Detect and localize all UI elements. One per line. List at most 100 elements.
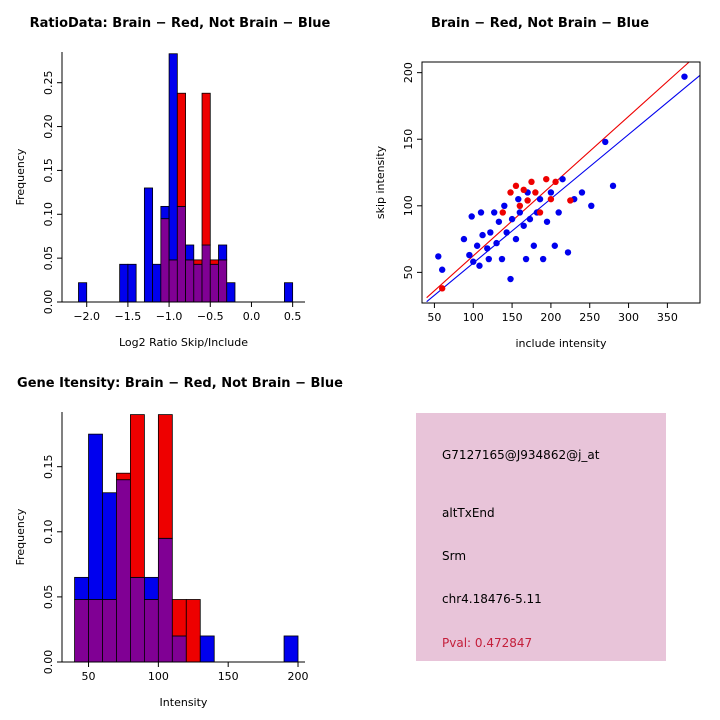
point-not-brain [547, 189, 555, 196]
hist-bar-brain [157, 414, 173, 539]
point-not-brain [564, 249, 572, 256]
point-not-brain [479, 231, 486, 239]
hist-bar-brain [209, 259, 219, 265]
gene-info-box: G7127165@J934862@j_at altTxEnd Srm chr4.… [416, 413, 666, 661]
hist-bar-notbrain [119, 263, 129, 303]
y-tick-label: 0.10 [42, 520, 55, 545]
hist-bar-overlap [193, 263, 203, 303]
hist-bar-overlap [160, 218, 170, 303]
y-tick-label: 150 [402, 129, 415, 150]
hist-bar-brain [201, 92, 211, 246]
gene-intensity-title: Gene Itensity: Brain − Red, Not Brain − … [17, 376, 343, 391]
point-not-brain [609, 182, 617, 190]
point-not-brain [536, 195, 544, 203]
hist-bar-overlap [209, 263, 219, 303]
x-tick-label: −0.5 [197, 310, 224, 323]
info-probe-id: G7127165@J934862@j_at [442, 448, 600, 462]
point-not-brain [487, 229, 494, 236]
hist-bar-overlap [116, 479, 131, 663]
y-tick-label: 0.05 [42, 585, 55, 610]
point-brain [512, 182, 520, 190]
x-tick-label: 250 [579, 311, 600, 324]
hist-bar-overlap [176, 205, 186, 303]
point-brain [520, 186, 527, 194]
point-not-brain [681, 73, 688, 80]
gene-intensity-chart: 50 100 150 200 0.00 0.05 0.10 0.15 Intensity Freq… [14, 412, 309, 709]
hist-bar-overlap [102, 599, 117, 663]
x-tick-label: −2.0 [73, 310, 100, 323]
point-brain [528, 178, 535, 186]
info-gene-symbol: Srm [442, 549, 467, 563]
y-tick-label: 200 [402, 62, 415, 83]
x-tick-label: 200 [288, 670, 309, 683]
notbrain-fit-line [426, 74, 701, 303]
point-brain [532, 189, 539, 196]
info-splice-event-type: altTxEnd [442, 506, 495, 520]
info-pval: Pval: 0.472847 [442, 636, 533, 650]
point-not-brain [470, 258, 477, 265]
x-tick-label: −1.5 [115, 310, 142, 323]
point-not-brain [508, 215, 516, 223]
point-not-brain [491, 209, 498, 216]
intensity-scatter-chart: 50 100 150 200 250 300 350 50 100 150 200 include i… [374, 61, 701, 350]
x-axis-label: Log2 Ratio Skip/Include [119, 336, 248, 349]
x-tick-label: 100 [463, 311, 484, 324]
hist-bar-overlap [143, 599, 159, 663]
point-not-brain [501, 202, 508, 210]
hist-bar-brain [171, 599, 187, 637]
panel-gene-intensity-histogram: Gene Itensity: Brain − Red, Not Brain − … [0, 360, 360, 720]
point-not-brain [485, 255, 492, 263]
point-not-brain [476, 262, 483, 269]
hist-bar-overlap [171, 635, 187, 663]
panel-intensity-scatter: Brain − Red, Not Brain − Blue 50 100 150 20… [360, 0, 720, 360]
hist-bar-overlap [168, 259, 178, 303]
x-tick-label: 300 [618, 311, 639, 324]
hist-bar-notbrain [102, 492, 117, 600]
panel-ratio-histogram: RatioData: Brain − Red, Not Brain − Blue… [0, 0, 360, 360]
y-tick-label: 0.15 [42, 158, 55, 183]
y-tick-label: 0.10 [42, 202, 55, 227]
plot-box [421, 61, 701, 304]
hist-bar-overlap [88, 599, 103, 663]
point-brain [547, 195, 555, 203]
hist-bar-notbrain [127, 263, 137, 303]
point-not-brain [495, 218, 503, 225]
point-not-brain [435, 253, 442, 260]
x-axis-label: Intensity [160, 696, 208, 709]
hist-bar-overlap [157, 537, 173, 663]
hist-bar-notbrain [152, 263, 162, 303]
y-tick-label: 100 [402, 195, 415, 216]
x-tick-label: 150 [502, 311, 523, 324]
ratio-histogram-title: RatioData: Brain − Red, Not Brain − Blue [29, 16, 331, 31]
hist-bar-brain [116, 472, 131, 481]
point-not-brain [512, 235, 520, 243]
point-not-brain [559, 175, 566, 183]
point-not-brain [543, 218, 551, 225]
point-brain [543, 175, 550, 183]
y-tick-label: 0.00 [42, 650, 55, 675]
hist-bar-notbrain [226, 282, 236, 303]
point-not-brain [473, 242, 481, 249]
point-brain [536, 209, 544, 216]
point-not-brain [555, 209, 562, 216]
hist-bar-notbrain [74, 576, 89, 600]
point-not-brain [602, 138, 609, 146]
hist-bar-overlap [218, 259, 228, 303]
y-tick-label: 0.25 [42, 70, 55, 95]
y-tick-label: 50 [402, 265, 415, 279]
point-not-brain [530, 242, 538, 249]
point-not-brain [438, 266, 446, 273]
x-axis-label: include intensity [515, 337, 607, 350]
x-tick-label: 0.0 [243, 310, 261, 323]
y-axis-label: skip intensity [374, 145, 387, 219]
hist-bar-overlap [185, 259, 195, 303]
point-not-brain [526, 215, 534, 223]
y-tick-label: 0.15 [42, 454, 55, 479]
panel-gene-info: G7127165@J934862@j_at altTxEnd Srm chr4.… [360, 360, 720, 720]
point-not-brain [578, 189, 586, 196]
hist-bar-notbrain [284, 282, 294, 303]
y-axis-label: Frequency [14, 508, 27, 565]
hist-bar-brain [130, 414, 145, 578]
point-not-brain [539, 255, 547, 263]
